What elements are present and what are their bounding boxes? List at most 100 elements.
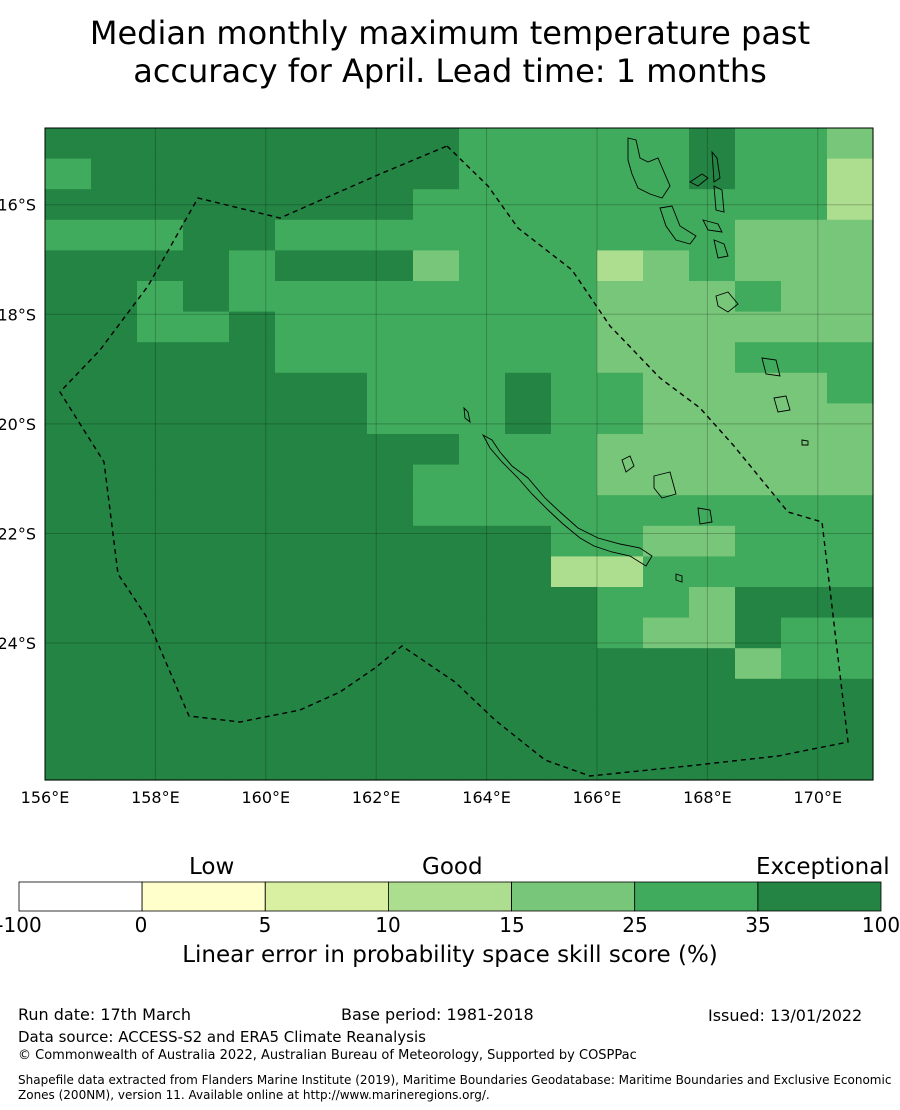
skill-cell — [459, 709, 506, 741]
skill-cell — [229, 648, 276, 680]
skill-cell — [459, 342, 506, 374]
skill-cell — [229, 219, 276, 251]
skill-cell — [551, 617, 598, 649]
skill-cell — [413, 495, 460, 527]
skill-cell — [321, 587, 368, 619]
skill-cell — [137, 372, 184, 404]
skill-cell — [413, 464, 460, 496]
skill-cell — [45, 403, 92, 435]
island-loyalty-1 — [621, 455, 635, 473]
skill-cell — [597, 678, 644, 710]
skill-cell — [413, 587, 460, 619]
skill-cell — [735, 158, 782, 190]
longitude-tick-label: 160°E — [241, 788, 290, 807]
skill-cell — [735, 648, 782, 680]
island-isle-of-pines — [675, 573, 683, 583]
skill-cell — [689, 372, 736, 404]
island-espiritu-santo-south — [659, 205, 697, 245]
skill-cell — [229, 250, 276, 282]
skill-cell — [643, 587, 690, 619]
skill-cell — [275, 525, 322, 557]
skill-cell — [229, 740, 276, 772]
skill-cell — [321, 495, 368, 527]
skill-cell — [643, 434, 690, 466]
skill-cell — [183, 128, 230, 160]
colorbar-category-good: Good — [422, 854, 483, 880]
skill-cell — [735, 709, 782, 741]
skill-cell — [689, 556, 736, 588]
skill-cell — [643, 648, 690, 680]
skill-cell — [137, 770, 184, 781]
skill-cell — [597, 495, 644, 527]
skill-cell — [505, 464, 552, 496]
skill-cell — [183, 372, 230, 404]
skill-cell — [321, 648, 368, 680]
skill-cell — [183, 556, 230, 588]
skill-cell — [551, 250, 598, 282]
skill-cell — [551, 678, 598, 710]
skill-cell — [735, 189, 782, 221]
skill-cell — [91, 648, 138, 680]
colorbar-label: Linear error in probability space skill … — [182, 942, 718, 968]
skill-cell — [551, 311, 598, 343]
island-vanuatu-central — [702, 219, 723, 233]
skill-cell — [45, 770, 92, 781]
skill-cell — [413, 770, 460, 781]
skill-cell — [229, 556, 276, 588]
skill-cell — [137, 311, 184, 343]
skill-cell — [735, 525, 782, 557]
skill-cell — [45, 250, 92, 282]
longitude-tick-label: 170°E — [793, 788, 842, 807]
skill-cell — [551, 525, 598, 557]
skill-cell — [321, 403, 368, 435]
skill-cell — [827, 648, 874, 680]
skill-cell — [735, 250, 782, 282]
skill-cell — [367, 464, 414, 496]
skill-cell — [459, 281, 506, 313]
longitude-tick-label: 158°E — [131, 788, 180, 807]
skill-cell — [137, 678, 184, 710]
skill-cell — [459, 434, 506, 466]
colorbar-segment — [141, 881, 266, 912]
skill-cell — [643, 770, 690, 781]
skill-cell — [229, 709, 276, 741]
skill-cell — [137, 342, 184, 374]
latitude-tick-label: 22°S — [0, 524, 36, 543]
skill-cell — [735, 219, 782, 251]
latitude-tick-label: 18°S — [0, 305, 36, 324]
skill-cell — [643, 525, 690, 557]
skill-cell — [781, 678, 828, 710]
skill-cell — [735, 495, 782, 527]
skill-cell — [827, 556, 874, 588]
skill-cell — [275, 342, 322, 374]
skill-cell — [413, 342, 460, 374]
skill-cell — [459, 678, 506, 710]
colorbar-segment — [757, 881, 882, 912]
skill-cell — [597, 556, 644, 588]
skill-cell — [91, 740, 138, 772]
skill-cell — [735, 770, 782, 781]
skill-cell — [413, 250, 460, 282]
skill-cell — [183, 189, 230, 221]
skill-cell — [367, 250, 414, 282]
skill-cell — [275, 464, 322, 496]
skill-cell — [643, 556, 690, 588]
chart-title-line-1: Median monthly maximum temperature past — [89, 14, 811, 52]
skill-cell — [735, 740, 782, 772]
skill-grid-cells — [45, 128, 874, 781]
skill-cell — [367, 219, 414, 251]
skill-cell — [505, 158, 552, 190]
skill-cell — [459, 770, 506, 781]
skill-cell — [689, 464, 736, 496]
island-aneityum — [773, 395, 791, 413]
copyright: © Commonwealth of Australia 2022, Austra… — [18, 1048, 637, 1063]
skill-cell — [183, 495, 230, 527]
skill-cell — [459, 250, 506, 282]
skill-cell — [689, 709, 736, 741]
skill-cell — [321, 311, 368, 343]
skill-cell — [689, 617, 736, 649]
skill-cell — [551, 189, 598, 221]
skill-cell — [137, 250, 184, 282]
skill-cell — [321, 189, 368, 221]
